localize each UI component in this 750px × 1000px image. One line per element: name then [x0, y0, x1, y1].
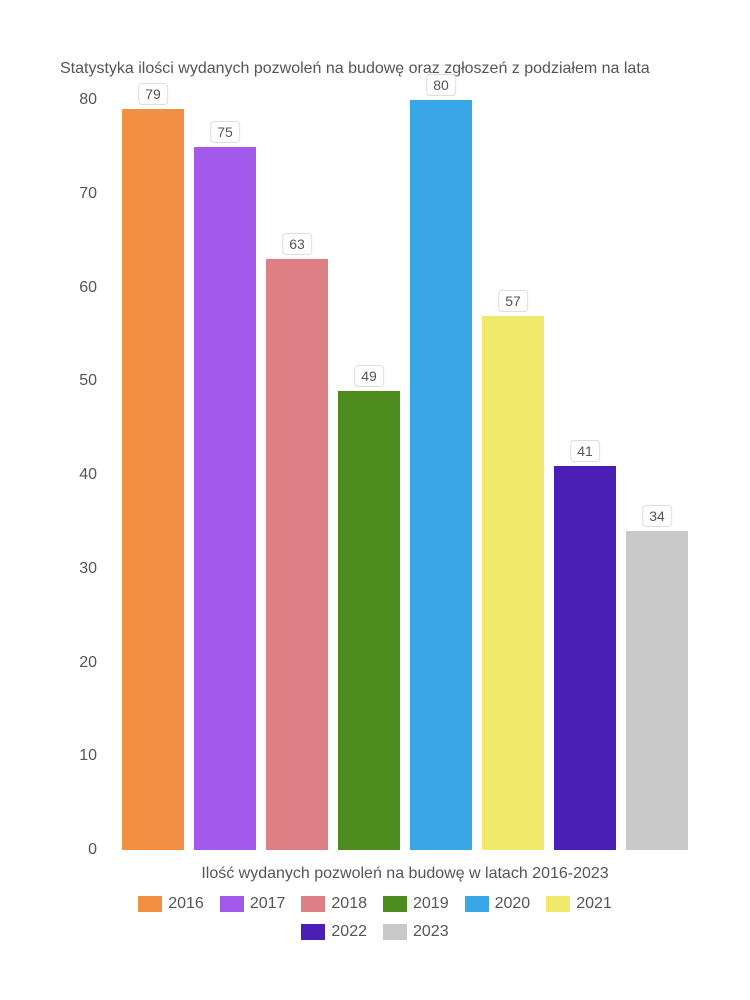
- y-tick: 70: [79, 185, 97, 203]
- bar-value-label: 57: [498, 290, 528, 312]
- legend-label: 2016: [168, 895, 204, 913]
- y-tick: 20: [79, 654, 97, 672]
- bar: 75: [194, 147, 256, 850]
- legend-item: 2023: [383, 923, 449, 941]
- y-tick: 60: [79, 279, 97, 297]
- legend-item: 2017: [220, 895, 286, 913]
- legend-label: 2021: [576, 895, 612, 913]
- legend-label: 2023: [413, 923, 449, 941]
- plot-area: 7975634980574134: [110, 100, 700, 850]
- bar-value-label: 80: [426, 74, 456, 96]
- bar: 41: [554, 466, 616, 850]
- bar-value-label: 63: [282, 233, 312, 255]
- y-tick: 50: [79, 372, 97, 390]
- legend-swatch: [220, 896, 244, 912]
- x-axis-label: Ilość wydanych pozwoleń na budowę w lata…: [110, 865, 700, 883]
- bar-value-label: 79: [138, 83, 168, 105]
- bar-value-label: 41: [570, 440, 600, 462]
- y-tick: 40: [79, 466, 97, 484]
- bar: 34: [626, 531, 688, 850]
- y-tick: 0: [88, 841, 97, 859]
- legend-label: 2017: [250, 895, 286, 913]
- legend-swatch: [465, 896, 489, 912]
- y-tick: 30: [79, 560, 97, 578]
- bar-value-label: 75: [210, 121, 240, 143]
- bar: 49: [338, 391, 400, 850]
- bar: 80: [410, 100, 472, 850]
- bar-value-label: 34: [642, 505, 672, 527]
- legend-swatch: [383, 924, 407, 940]
- legend-swatch: [546, 896, 570, 912]
- legend-swatch: [383, 896, 407, 912]
- y-tick: 10: [79, 747, 97, 765]
- legend-item: 2022: [301, 923, 367, 941]
- legend-item: 2016: [138, 895, 204, 913]
- legend-label: 2022: [331, 923, 367, 941]
- legend-swatch: [301, 924, 325, 940]
- y-tick: 80: [79, 91, 97, 109]
- bar: 63: [266, 259, 328, 850]
- legend-item: 2021: [546, 895, 612, 913]
- legend-item: 2018: [301, 895, 367, 913]
- legend-swatch: [301, 896, 325, 912]
- legend-item: 2019: [383, 895, 449, 913]
- legend: 2016 2017 2018 2019 2020 2021 2022 2023: [0, 895, 750, 951]
- y-axis: 01020304050607080: [55, 100, 105, 850]
- bar: 79: [122, 109, 184, 850]
- chart-title: Statystyka ilości wydanych pozwoleń na b…: [60, 60, 650, 78]
- legend-label: 2018: [331, 895, 367, 913]
- bar: 57: [482, 316, 544, 850]
- legend-label: 2019: [413, 895, 449, 913]
- legend-item: 2020: [465, 895, 531, 913]
- legend-swatch: [138, 896, 162, 912]
- bar-value-label: 49: [354, 365, 384, 387]
- legend-label: 2020: [495, 895, 531, 913]
